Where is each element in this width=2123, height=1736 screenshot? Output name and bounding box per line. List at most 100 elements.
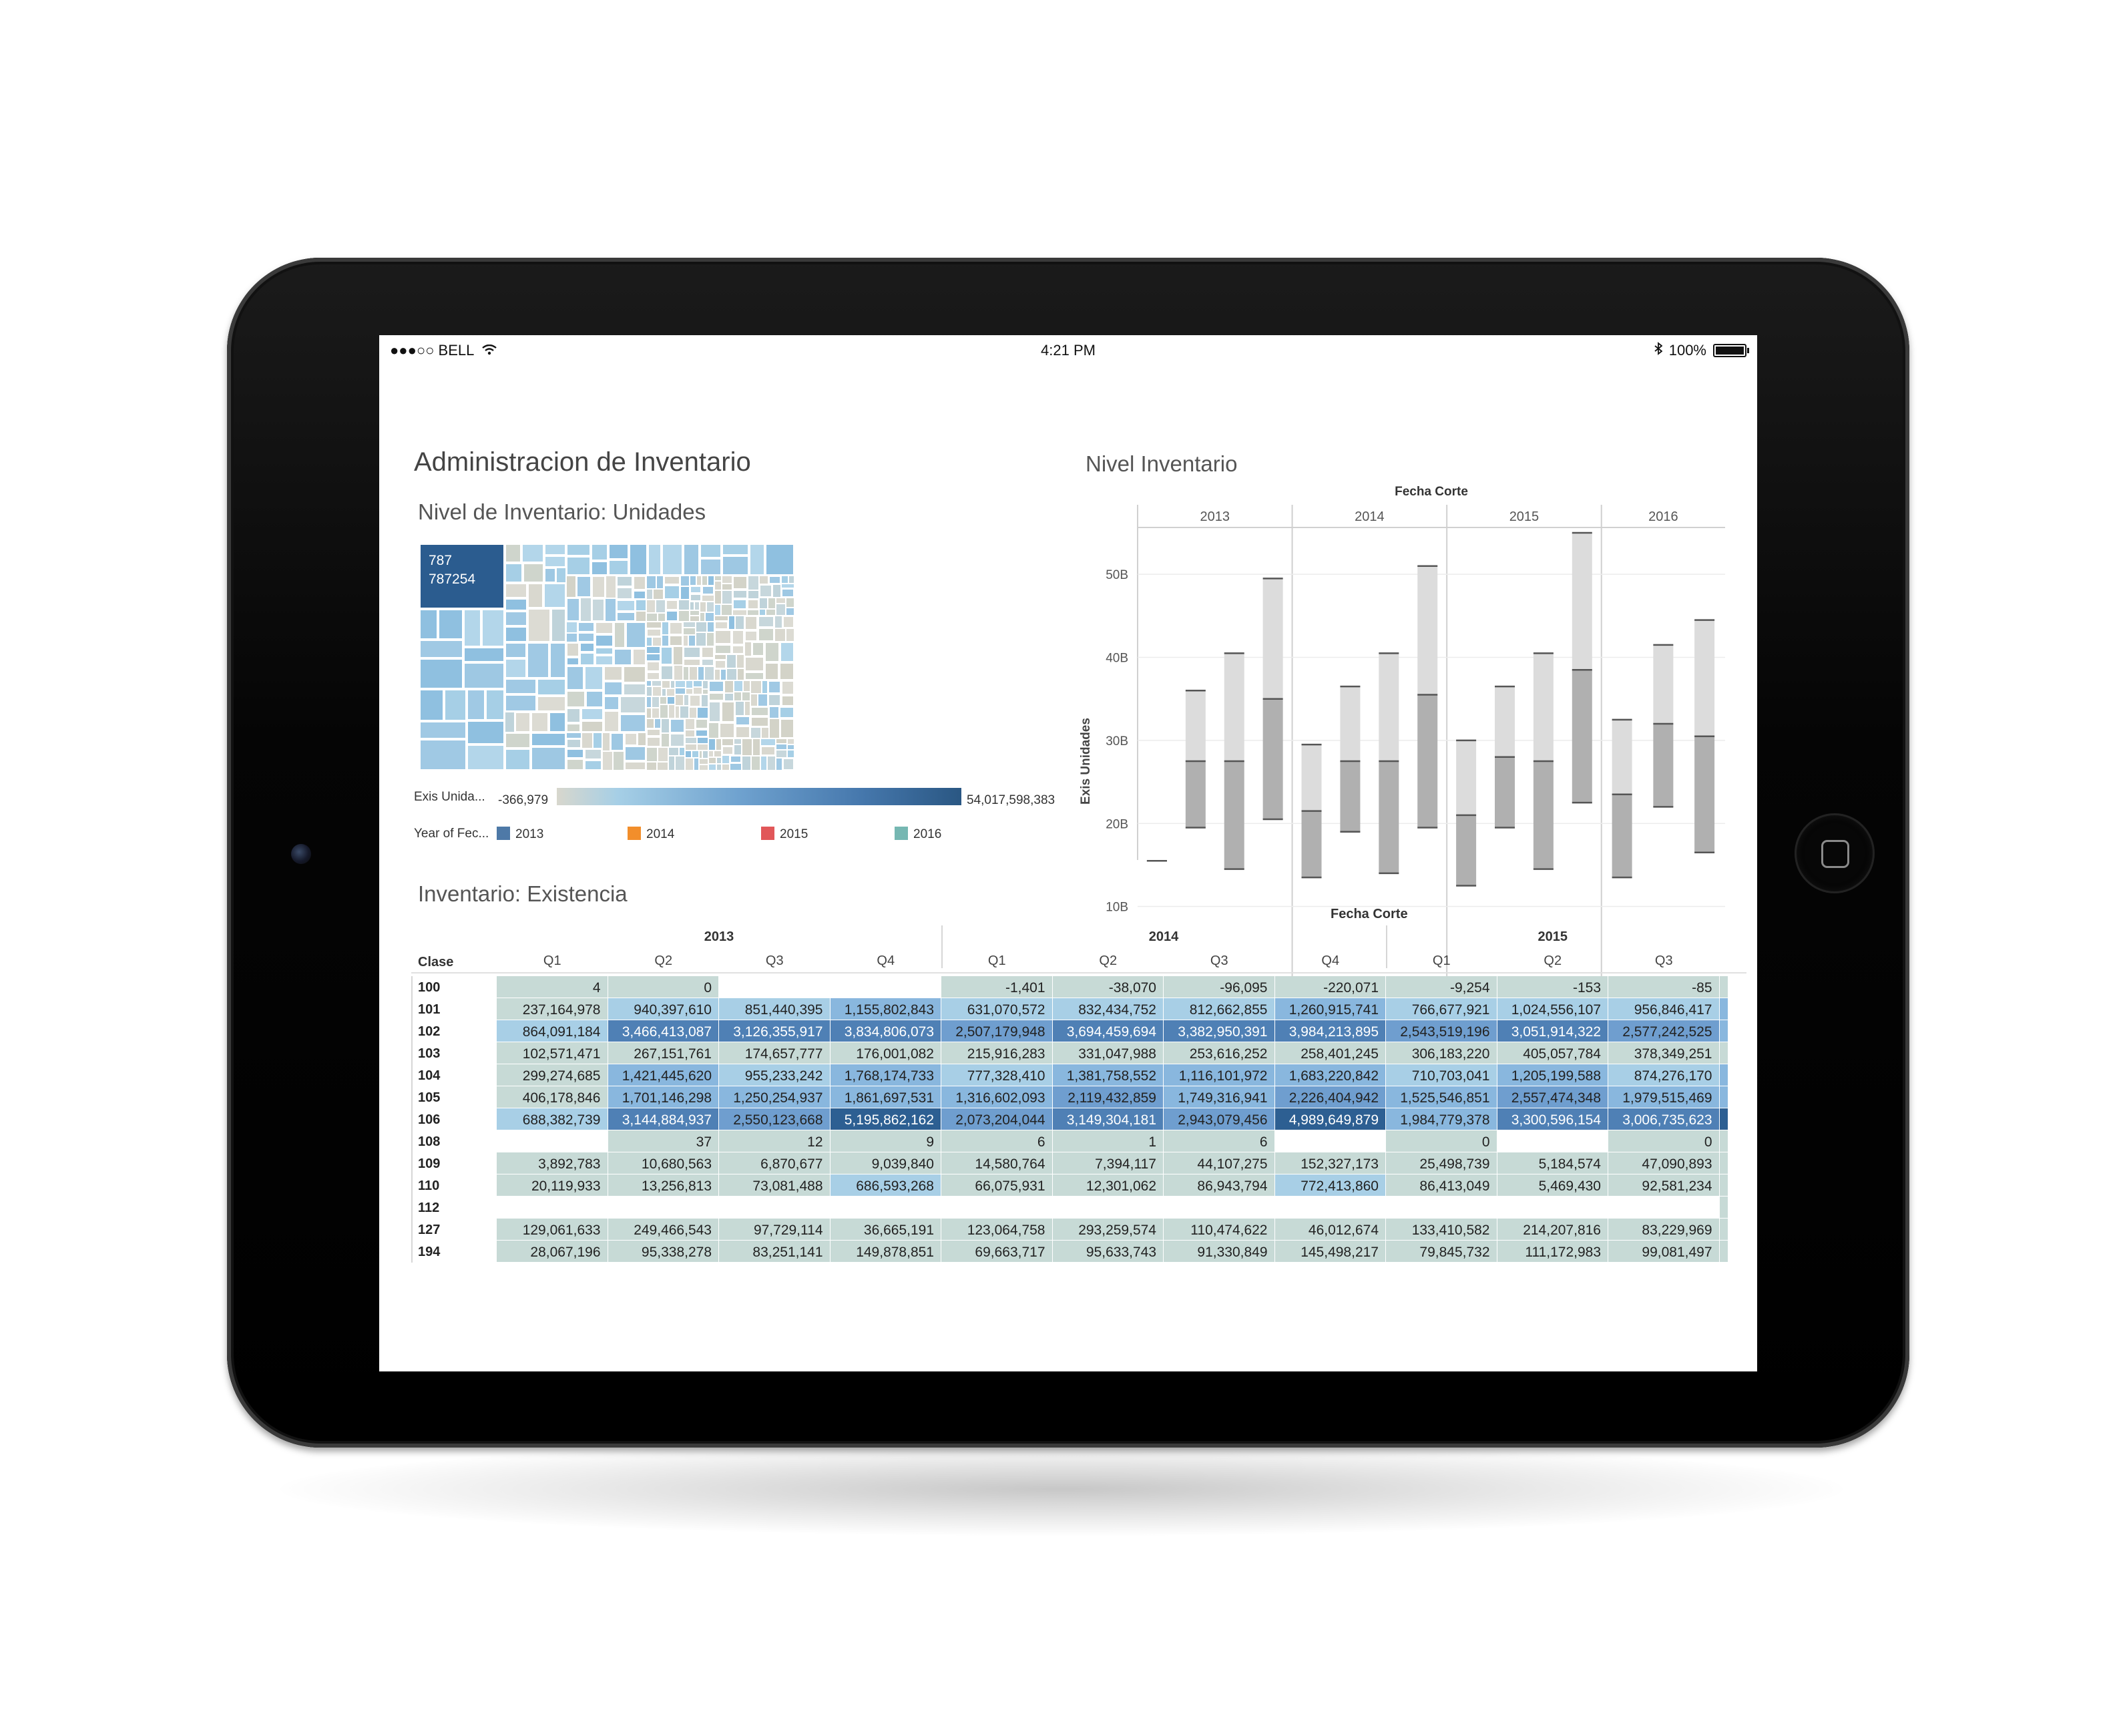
treemap-cell[interactable] — [774, 616, 782, 628]
table-cell[interactable]: 145,498,217 — [1274, 1241, 1386, 1263]
table-cell[interactable]: 3,984,213,895 — [1274, 1020, 1386, 1042]
treemap-cell[interactable] — [653, 589, 664, 600]
treemap-cell[interactable] — [774, 628, 786, 642]
table-cell[interactable]: 1,861,697,531 — [830, 1086, 941, 1108]
treemap-cell[interactable] — [748, 576, 759, 590]
treemap-cell[interactable] — [633, 576, 646, 590]
table-cell[interactable]: 1,116,101,972 — [1164, 1064, 1275, 1086]
treemap-cell[interactable] — [668, 756, 675, 771]
table-cell[interactable]: 5,184,574 — [1497, 1152, 1608, 1174]
table-cell[interactable]: 1,155,802,843 — [830, 998, 941, 1020]
table-cell[interactable] — [497, 1130, 608, 1152]
table-cell[interactable]: 1,421,445,620 — [608, 1064, 719, 1086]
treemap-cell[interactable] — [616, 600, 636, 612]
treemap-cell[interactable] — [776, 598, 786, 604]
table-cell[interactable]: 1,205,199,588 — [1497, 1064, 1608, 1086]
table-cell[interactable]: 133,410,582 — [1386, 1219, 1497, 1241]
table-cell[interactable]: 129,061,633 — [497, 1219, 608, 1241]
table-cell[interactable]: 86,943,794 — [1164, 1174, 1275, 1197]
treemap-chart[interactable]: 787 787254 — [419, 544, 794, 771]
treemap-cell[interactable] — [787, 750, 794, 758]
treemap-cell[interactable] — [732, 576, 748, 590]
table-cell[interactable]: 3,834,806,073 — [830, 1020, 941, 1042]
treemap-cell[interactable] — [595, 647, 614, 655]
treemap-cell[interactable] — [577, 632, 595, 642]
treemap-cell[interactable] — [706, 632, 714, 646]
treemap-cell[interactable] — [580, 598, 592, 622]
treemap-cell[interactable] — [579, 642, 595, 652]
treemap-cell[interactable] — [620, 696, 646, 714]
treemap-cell[interactable] — [591, 561, 608, 576]
table-cell[interactable]: 0 — [608, 976, 719, 998]
table-cell[interactable]: -85 — [1608, 976, 1720, 998]
table-cell[interactable]: 1,683,220,842 — [1274, 1064, 1386, 1086]
table-cell[interactable] — [1608, 1197, 1720, 1219]
treemap-cell[interactable] — [576, 576, 592, 598]
table-cell[interactable]: 2,543,519,196 — [1386, 1020, 1497, 1042]
table-cell[interactable]: 44,107,275 — [1164, 1152, 1275, 1174]
treemap-cell[interactable] — [505, 611, 527, 626]
treemap-cell[interactable] — [566, 657, 579, 666]
treemap-cell[interactable] — [624, 732, 638, 746]
treemap-cell[interactable] — [751, 756, 760, 771]
treemap-cell[interactable] — [670, 733, 685, 747]
treemap-cell[interactable] — [652, 708, 660, 718]
table-cell[interactable]: 86,413,049 — [1386, 1174, 1497, 1197]
table-cell[interactable]: 2,507,179,948 — [941, 1020, 1053, 1042]
treemap-cell[interactable] — [702, 586, 714, 595]
treemap-cell[interactable] — [505, 694, 537, 712]
treemap-cell[interactable] — [505, 598, 527, 611]
table-cell[interactable] — [1274, 1197, 1386, 1219]
table-cell[interactable]: 37 — [608, 1130, 719, 1152]
treemap-cell[interactable] — [704, 666, 714, 680]
treemap-cell[interactable] — [786, 628, 794, 642]
table-cell[interactable] — [1164, 1197, 1275, 1219]
treemap-cell[interactable] — [698, 666, 704, 680]
treemap-highlight-cell[interactable]: 787 787254 — [419, 544, 505, 609]
treemap-cell[interactable] — [693, 680, 702, 687]
treemap-cell[interactable] — [744, 656, 764, 672]
treemap-cell[interactable] — [722, 556, 749, 576]
crosstab-table[interactable]: Fecha Corte Clase 100 4 0 -1,401 -38,070 -96,… — [411, 907, 1753, 1307]
treemap-cell[interactable] — [527, 583, 543, 608]
treemap-cell[interactable] — [652, 696, 660, 708]
table-cell[interactable]: 1,381,758,552 — [1052, 1064, 1164, 1086]
table-cell[interactable]: -38,070 — [1052, 976, 1164, 998]
table-cell[interactable]: 92,581,234 — [1608, 1174, 1720, 1197]
treemap-cell[interactable] — [666, 600, 678, 610]
treemap-cell[interactable] — [747, 599, 759, 610]
treemap-cell[interactable] — [685, 750, 692, 758]
table-cell[interactable]: 9,039,840 — [830, 1152, 941, 1174]
treemap-cell[interactable] — [566, 633, 577, 642]
table-cell[interactable]: 864,091,184 — [497, 1020, 608, 1042]
treemap-cell[interactable] — [708, 757, 716, 764]
treemap-cell[interactable] — [782, 616, 794, 628]
treemap-cell[interactable] — [661, 733, 670, 747]
treemap-cell[interactable] — [776, 604, 786, 616]
treemap-cell[interactable] — [595, 622, 614, 634]
treemap-cell[interactable] — [708, 701, 721, 722]
table-cell[interactable]: 940,397,610 — [608, 998, 719, 1020]
treemap-cell[interactable] — [760, 756, 767, 771]
treemap-cell[interactable] — [521, 544, 544, 563]
treemap-cell[interactable] — [759, 584, 772, 598]
table-cell[interactable]: 69,663,717 — [941, 1241, 1053, 1263]
treemap-cell[interactable] — [760, 738, 776, 746]
treemap-cell[interactable] — [708, 692, 724, 701]
treemap-cell[interactable] — [699, 750, 702, 758]
table-cell[interactable]: 267,151,761 — [608, 1042, 719, 1064]
treemap-cell[interactable] — [683, 658, 701, 666]
treemap-cell[interactable] — [592, 598, 605, 622]
treemap-cell[interactable] — [702, 750, 708, 758]
treemap-cell[interactable] — [646, 600, 656, 613]
treemap-cell[interactable] — [566, 622, 577, 633]
treemap-cell[interactable] — [714, 576, 722, 581]
table-cell[interactable]: 3,051,914,322 — [1497, 1020, 1608, 1042]
treemap-cell[interactable] — [760, 746, 776, 756]
treemap-cell[interactable] — [579, 652, 595, 666]
table-cell[interactable]: 406,178,846 — [497, 1086, 608, 1108]
treemap-cell[interactable] — [768, 598, 776, 609]
treemap-cell[interactable] — [737, 668, 744, 680]
treemap-cell[interactable] — [523, 563, 544, 583]
treemap-cell[interactable] — [584, 666, 604, 690]
